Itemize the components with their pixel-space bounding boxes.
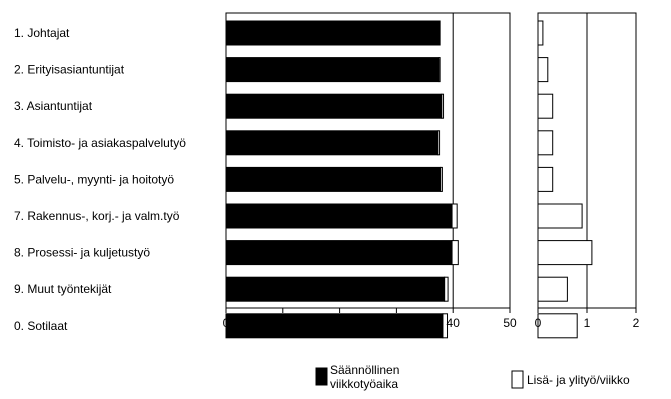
bar-overtime (537, 203, 583, 229)
main-panel: 0 10 20 30 40 50 (223, 12, 517, 339)
category-labels: 1. Johtajat 2. Erityisasiantuntijat 3. Asi… (14, 26, 186, 333)
bar-overtime (537, 130, 554, 156)
category-label: 5. Palvelu-, myynti- ja hoitotyö (14, 172, 174, 186)
bar-overtime (440, 166, 443, 192)
category-label: 3. Asiantuntijat (14, 99, 93, 113)
bar-overtime (438, 57, 441, 83)
bar-overtime (537, 93, 554, 119)
bar-overtime (441, 93, 445, 119)
bar-overtime (537, 57, 549, 83)
bar-regular-hours (225, 240, 453, 266)
category-label: 1. Johtajat (14, 26, 70, 40)
overtime-panel: 0 1 2 (535, 12, 640, 339)
bar-overtime (537, 313, 578, 339)
category-label: 0. Sotilaat (14, 319, 68, 333)
bar-overtime (442, 313, 449, 339)
bar-overtime (439, 20, 441, 46)
bar-regular-hours (225, 57, 440, 83)
bar-overtime (537, 166, 554, 192)
category-label: 9. Muut työntekijät (14, 282, 112, 296)
category-label: 7. Rakennus-, korj.- ja valm.työ (14, 209, 180, 223)
bar-overtime (537, 240, 593, 266)
bar-regular-hours (225, 166, 442, 192)
x-tick-label: 10 (276, 316, 290, 330)
x-tick-label: 50 (503, 316, 517, 330)
x-tick-label: 0 (223, 316, 230, 330)
legend-label: Säännöllinen (330, 363, 399, 377)
bar-regular-hours (225, 203, 453, 229)
legend-swatch-overtime (511, 370, 524, 389)
category-label: 4. Toimisto- ja asiakaspalvelutyö (14, 136, 186, 150)
bar-regular-hours (225, 276, 446, 302)
legend-swatch-regular (315, 367, 328, 386)
bar-regular-hours (225, 130, 439, 156)
x-tick-label: 20 (333, 316, 347, 330)
legend-label: viikkotyöaika (330, 377, 398, 391)
x-tick-label: 30 (390, 316, 404, 330)
x-tick-label: 2 (633, 316, 640, 330)
bar-overtime (451, 240, 459, 266)
bar-regular-hours (225, 20, 441, 46)
bar-regular-hours (225, 93, 443, 119)
x-tick-label: 0 (535, 316, 542, 330)
bar-overtime (451, 203, 458, 229)
x-tick-label: 1 (584, 316, 591, 330)
legend-label: Lisä- ja ylityö/viikko (527, 373, 630, 387)
bar-overtime (437, 130, 441, 156)
bar-overtime (537, 20, 544, 46)
plot-frame (225, 12, 511, 309)
category-label: 8. Prosessi- ja kuljetustyö (14, 246, 150, 260)
bar-regular-hours (225, 313, 444, 339)
category-label: 2. Erityisasiantuntijat (14, 63, 125, 77)
bar-overtime (444, 276, 449, 302)
x-tick-label: 40 (447, 316, 461, 330)
bar-overtime (537, 276, 568, 302)
